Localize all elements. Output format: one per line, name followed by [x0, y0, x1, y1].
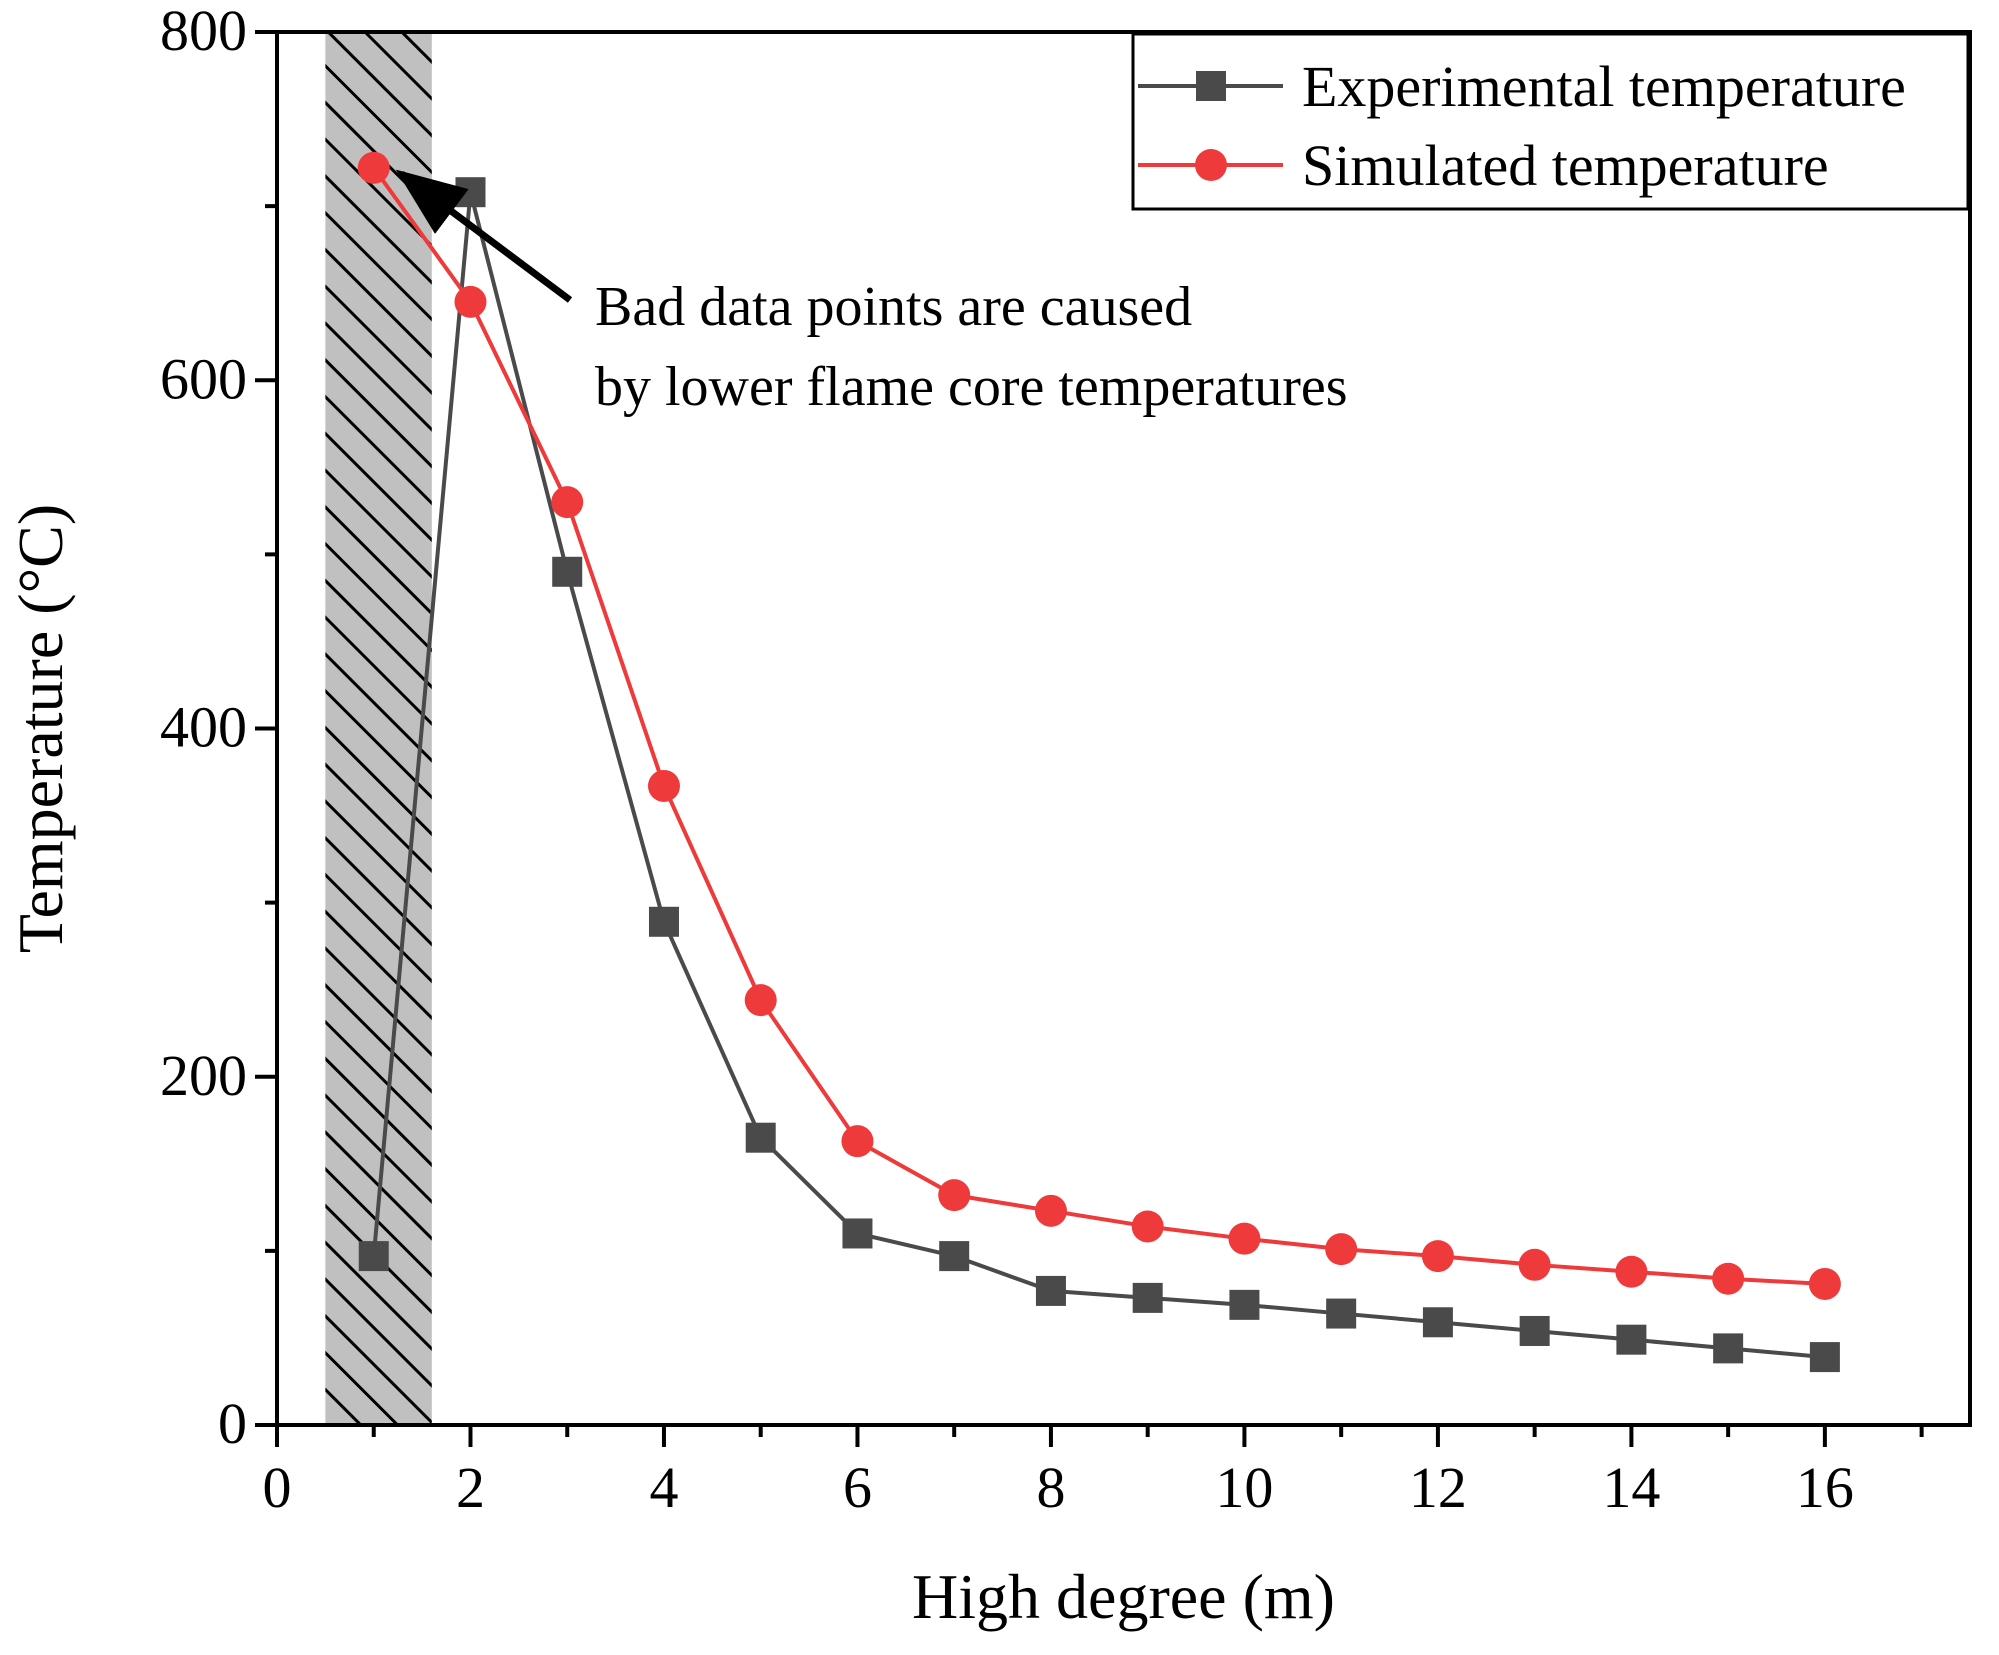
annotation: Bad data points are caused by lower flam… — [395, 169, 1348, 418]
data-point-experimental — [745, 1122, 776, 1153]
x-tick-label: 14 — [1602, 1455, 1660, 1520]
data-point-simulated — [551, 486, 584, 519]
data-point-simulated — [357, 151, 390, 184]
data-point-simulated — [1421, 1240, 1454, 1273]
data-point-experimental — [648, 906, 679, 937]
data-point-simulated — [841, 1125, 874, 1158]
x-tick-label: 4 — [649, 1455, 678, 1520]
y-tick-label: 600 — [160, 346, 247, 411]
data-point-experimental — [1229, 1289, 1260, 1320]
data-point-simulated — [454, 285, 487, 318]
data-point-experimental — [939, 1241, 970, 1272]
series-line-experimental — [371, 190, 1826, 1360]
y-tick-labels: 0 200 400 600 800 — [160, 0, 247, 1456]
data-point-simulated — [1034, 1194, 1067, 1227]
data-point-simulated — [1131, 1210, 1164, 1243]
data-point-simulated — [1228, 1222, 1261, 1255]
data-point-simulated — [647, 769, 680, 802]
x-tick-label: 8 — [1036, 1455, 1065, 1520]
legend-label-simulated: Simulated temperature — [1302, 133, 1829, 198]
x-tick-label: 2 — [456, 1455, 485, 1520]
data-point-experimental — [842, 1218, 873, 1249]
data-point-simulated — [1518, 1248, 1551, 1281]
data-point-experimental — [1326, 1298, 1357, 1329]
x-tick-label: 6 — [843, 1455, 872, 1520]
y-axis-title: Temperature (°C) — [5, 504, 76, 953]
data-point-simulated — [1808, 1267, 1841, 1300]
x-tick-labels: 0 2 4 6 8 10 12 14 16 — [263, 1455, 1854, 1520]
data-point-simulated — [1712, 1262, 1745, 1295]
data-point-experimental — [1422, 1307, 1453, 1338]
data-point-simulated — [744, 984, 777, 1017]
data-point-experimental — [1519, 1315, 1550, 1346]
data-point-experimental — [1132, 1282, 1163, 1313]
annotation-line-1: Bad data points are caused — [595, 276, 1192, 338]
data-point-experimental — [455, 177, 486, 208]
data-point-simulated — [1325, 1233, 1358, 1266]
legend-box — [1131, 32, 1970, 211]
x-tick-label: 12 — [1409, 1455, 1467, 1520]
data-point-experimental — [1616, 1324, 1647, 1355]
y-tick-label: 200 — [160, 1043, 247, 1108]
x-tick-label: 10 — [1215, 1455, 1273, 1520]
y-tick-label: 800 — [160, 0, 247, 63]
data-point-experimental — [552, 556, 583, 587]
x-axis-title: High degree (m) — [912, 1561, 1335, 1632]
legend-marker-simulated — [1195, 149, 1227, 181]
y-tick-label: 0 — [218, 1391, 247, 1456]
data-point-simulated — [938, 1179, 971, 1212]
legend-marker-experimental — [1196, 71, 1226, 101]
data-point-experimental — [1809, 1342, 1840, 1373]
legend-label-experimental: Experimental temperature — [1302, 54, 1906, 119]
data-point-experimental — [1713, 1333, 1744, 1364]
x-tick-label: 16 — [1796, 1455, 1854, 1520]
data-point-experimental — [358, 1241, 389, 1272]
legend: Experimental temperature Simulated tempe… — [1131, 32, 1970, 211]
data-point-simulated — [1615, 1255, 1648, 1288]
y-tick-label: 400 — [160, 695, 247, 760]
plot-frame — [275, 30, 1972, 1427]
annotation-line-2: by lower flame core temperatures — [595, 356, 1348, 418]
axis-ticks — [255, 30, 1924, 1447]
data-point-experimental — [1035, 1275, 1066, 1306]
series-layer — [357, 151, 1841, 1373]
series-line-simulated — [372, 166, 1825, 1286]
annotation-arrow — [395, 169, 573, 303]
x-tick-label: 0 — [263, 1455, 292, 1520]
